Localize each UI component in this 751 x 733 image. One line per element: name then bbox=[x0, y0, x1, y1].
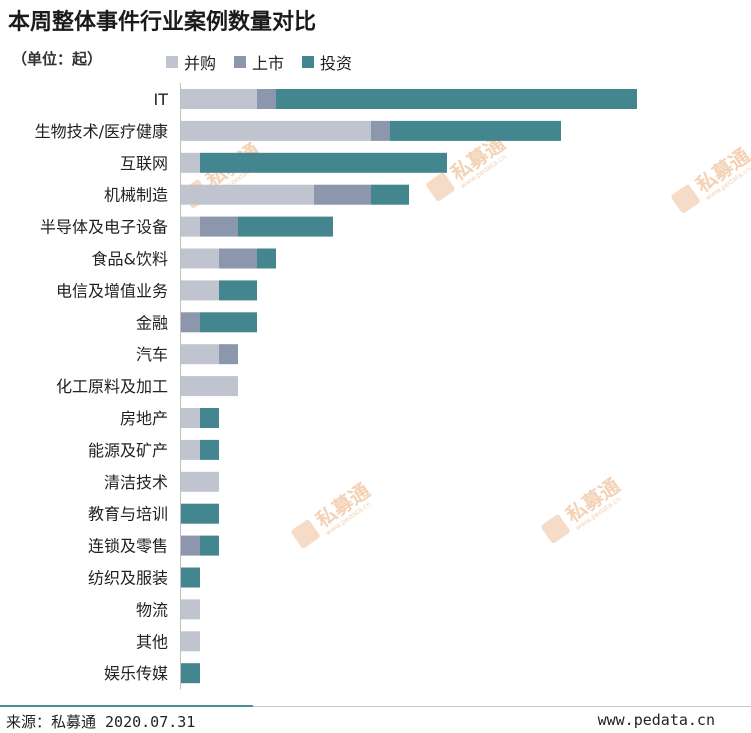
legend: 并购 上市 投资 bbox=[166, 50, 352, 74]
chart-title: 本周整体事件行业案例数量对比 bbox=[8, 10, 317, 35]
bar-mna bbox=[181, 280, 219, 301]
bar-mna bbox=[181, 599, 200, 620]
legend-swatch-ipo bbox=[234, 56, 247, 68]
bar-mna bbox=[181, 408, 200, 428]
bar-ipo bbox=[257, 89, 276, 109]
bar-investment bbox=[181, 663, 200, 684]
legend-label-ipo: 上市 bbox=[252, 54, 285, 73]
bars-group bbox=[181, 89, 637, 684]
bar-investment bbox=[200, 152, 447, 173]
bar-ipo bbox=[219, 344, 238, 365]
bar-mna bbox=[181, 89, 257, 109]
category-label: 能源及矿产 bbox=[88, 441, 168, 460]
category-label: 机械制造 bbox=[104, 186, 168, 205]
bar-investment bbox=[390, 120, 561, 141]
category-label: 房地产 bbox=[120, 409, 168, 428]
bar-mna bbox=[181, 376, 238, 397]
legend-swatch-mna bbox=[166, 56, 178, 68]
bar-investment bbox=[276, 89, 637, 109]
bar-ipo bbox=[219, 248, 257, 269]
category-label: 连锁及零售 bbox=[88, 537, 168, 556]
category-label: 化工原料及加工 bbox=[56, 377, 168, 396]
bar-mna bbox=[181, 152, 200, 173]
bar-ipo bbox=[181, 312, 200, 333]
legend-item-mna: 并购 bbox=[166, 50, 216, 74]
category-label: 娱乐传媒 bbox=[104, 664, 168, 683]
bar-investment bbox=[200, 535, 219, 556]
source-text: 来源：私募通 2020.07.31 bbox=[6, 713, 196, 731]
bar-mna bbox=[181, 120, 371, 141]
category-label: 清洁技术 bbox=[104, 473, 168, 492]
watermark-icon bbox=[291, 519, 320, 549]
legend-label-investment: 投资 bbox=[320, 54, 353, 73]
category-labels: IT 生物技术/医疗健康互联网机械制造半导体及电子设备食品&饮料电信及增值业务金融… bbox=[35, 90, 169, 683]
bar-ipo bbox=[200, 216, 238, 237]
bar-investment bbox=[371, 184, 409, 205]
category-label: 汽车 bbox=[136, 345, 168, 364]
bar-ipo bbox=[371, 120, 390, 141]
category-label: 物流 bbox=[136, 600, 168, 619]
category-label: 生物技术/医疗健康 bbox=[35, 122, 168, 141]
bar-mna bbox=[181, 439, 200, 460]
category-label: 半导体及电子设备 bbox=[40, 218, 168, 237]
bar-ipo bbox=[314, 184, 371, 205]
watermark-icon bbox=[541, 514, 570, 544]
footer-divider bbox=[253, 706, 751, 707]
legend-label-mna: 并购 bbox=[184, 54, 217, 73]
bar-investment bbox=[200, 312, 257, 333]
category-label: 食品&饮料 bbox=[92, 250, 168, 269]
category-label: IT bbox=[154, 90, 169, 109]
unit-label: （单位：起） bbox=[12, 50, 103, 68]
bar-investment bbox=[238, 216, 333, 237]
category-label: 金融 bbox=[136, 313, 168, 332]
bar-investment bbox=[181, 567, 200, 588]
bar-investment bbox=[257, 248, 276, 269]
legend-item-investment: 投资 bbox=[302, 50, 352, 74]
watermark-icon bbox=[426, 172, 455, 202]
bar-mna bbox=[181, 248, 219, 269]
bar-mna bbox=[181, 344, 219, 365]
bar-investment bbox=[219, 280, 257, 301]
category-label: 其他 bbox=[136, 632, 168, 651]
legend-swatch-investment bbox=[302, 56, 315, 68]
legend-item-ipo: 上市 bbox=[234, 50, 284, 74]
bar-mna bbox=[181, 471, 219, 492]
footer-divider-accent bbox=[0, 705, 253, 707]
website-text: www.pedata.cn bbox=[597, 711, 715, 729]
bar-investment bbox=[181, 503, 219, 524]
category-label: 教育与培训 bbox=[88, 505, 168, 524]
bar-investment bbox=[200, 408, 219, 428]
bar-ipo bbox=[181, 535, 200, 556]
bar-investment bbox=[200, 439, 219, 460]
watermark-icon bbox=[671, 184, 700, 214]
category-label: 纺织及服装 bbox=[88, 569, 168, 588]
category-label: 电信及增值业务 bbox=[56, 281, 168, 300]
bar-mna bbox=[181, 631, 200, 652]
bar-mna bbox=[181, 184, 314, 205]
category-label: 互联网 bbox=[120, 154, 168, 173]
bar-mna bbox=[181, 216, 200, 237]
